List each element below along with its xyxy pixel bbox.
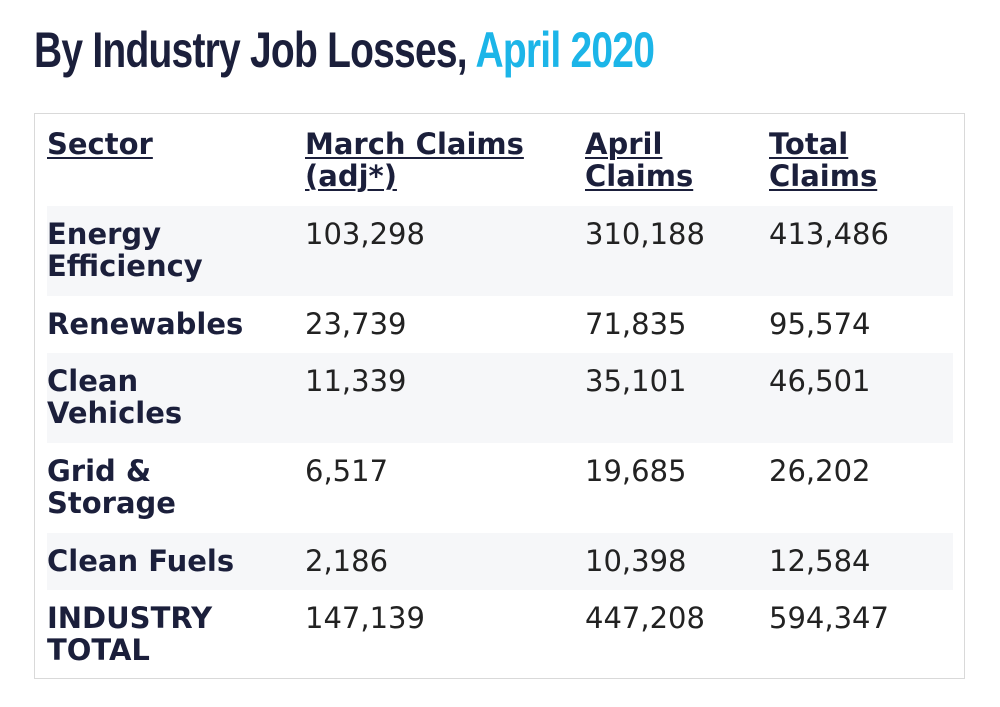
page-title: By Industry Job Losses, April 2020 — [34, 18, 655, 82]
total-claims-cell: 12,584 — [769, 533, 953, 590]
header-total-claims: Total Claims — [769, 127, 878, 193]
april-claims-cell: 35,101 — [585, 353, 769, 443]
april-claims-cell: 310,188 — [585, 206, 769, 296]
march-claims-cell: 6,517 — [305, 454, 389, 488]
march-claims-cell: 2,186 — [305, 533, 585, 590]
table-row: Clean Fuels 2,186 10,398 12,584 — [47, 533, 953, 590]
total-claims-cell: 95,574 — [769, 307, 871, 341]
sector-cell: Renewables — [47, 307, 244, 341]
march-claims-cell: 103,298 — [305, 206, 585, 296]
header-april-claims: April Claims — [585, 127, 694, 193]
march-claims-cell: 147,139 — [305, 601, 425, 635]
title-main: By Industry Job Losses, — [34, 22, 468, 78]
total-claims-cell: 413,486 — [769, 206, 953, 296]
sector-cell: Energy Efficiency — [47, 206, 305, 296]
job-losses-table: Sector March Claims (adj*) April Claims … — [47, 126, 953, 680]
april-claims-cell: 447,208 — [585, 601, 705, 635]
april-claims-cell: 71,835 — [585, 307, 687, 341]
sector-cell: Grid & Storage — [47, 454, 176, 520]
table-row: INDUSTRY TOTAL 147,139 447,208 594,347 — [47, 590, 953, 680]
sector-cell: Clean Fuels — [47, 533, 305, 590]
total-claims-cell: 26,202 — [769, 454, 871, 488]
title-accent: April 2020 — [475, 22, 655, 78]
march-claims-cell: 23,739 — [305, 307, 407, 341]
table-row: Energy Efficiency 103,298 310,188 413,48… — [47, 206, 953, 296]
table-row: Clean Vehicles 11,339 35,101 46,501 — [47, 353, 953, 443]
header-row: Sector March Claims (adj*) April Claims … — [47, 126, 953, 206]
sector-cell: INDUSTRY TOTAL — [47, 601, 213, 667]
sector-cell: Clean Vehicles — [47, 353, 305, 443]
header-sector: Sector — [47, 127, 153, 161]
table-row: Renewables 23,739 71,835 95,574 — [47, 296, 953, 353]
total-claims-cell: 594,347 — [769, 601, 889, 635]
april-claims-cell: 19,685 — [585, 454, 687, 488]
april-claims-cell: 10,398 — [585, 533, 769, 590]
table-row: Grid & Storage 6,517 19,685 26,202 — [47, 443, 953, 533]
total-claims-cell: 46,501 — [769, 353, 953, 443]
header-march-claims: March Claims (adj*) — [305, 127, 524, 193]
march-claims-cell: 11,339 — [305, 353, 585, 443]
job-losses-table-container: Sector March Claims (adj*) April Claims … — [34, 113, 965, 679]
